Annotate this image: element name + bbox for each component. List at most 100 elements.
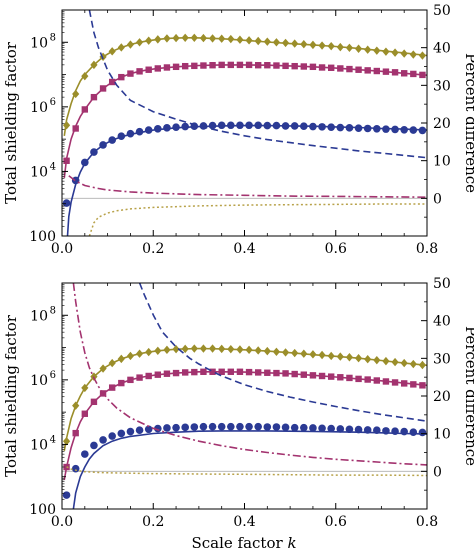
- bottom-series-4-point: [254, 422, 262, 431]
- bottom-right-axis-title: Percent difference: [462, 326, 474, 466]
- bottom-series-4-point: [144, 425, 153, 434]
- top-series-3-line-solid: [63, 64, 427, 178]
- bottom-left-tick-label: 10: [30, 373, 48, 389]
- bottom-series-4-point: [190, 423, 199, 431]
- top-right-tick-label: 20: [433, 116, 451, 132]
- top-left-tick-label: 10: [30, 35, 48, 51]
- top-series-4-point: [62, 199, 71, 207]
- top-left-tick-label: 10: [30, 164, 48, 180]
- bottom-series-4-point: [99, 436, 107, 444]
- top-right-tick-label: 0: [433, 191, 442, 207]
- bottom-series-4-point: [336, 425, 345, 433]
- bottom-series-4-point: [263, 423, 272, 431]
- bottom-series-4-point: [81, 450, 89, 458]
- bottom-series-4-point: [345, 425, 354, 434]
- bottom-left-tick-label: 10: [30, 308, 48, 324]
- bottom-left-axis-title: Total shielding factor: [2, 314, 20, 477]
- bottom-right-tick-label: 40: [433, 314, 451, 330]
- top-left-tick-exponent: 4: [50, 161, 56, 172]
- bottom-series-4-point: [327, 424, 335, 433]
- bottom-left-tick-exponent: 8: [50, 305, 56, 316]
- bottom-right-tick-label: 20: [433, 389, 451, 405]
- bottom-series-4-point: [108, 432, 116, 440]
- top-series-5-line-solid: [66, 124, 427, 236]
- bottom-series-4-point: [62, 491, 71, 499]
- top-series-6-line-dashed: [88, 10, 427, 159]
- bottom-right-tick-label: 0: [433, 464, 442, 480]
- bottom-x-tick-label: 0.0: [51, 514, 73, 530]
- bottom-series-4-point: [281, 423, 290, 432]
- bottom-x-tick-label: 0.4: [233, 514, 255, 530]
- bottom-series-4-point: [217, 422, 226, 431]
- x-axis-title-main: Scale factor: [191, 534, 287, 552]
- top-x-tick-label: 0.8: [416, 241, 438, 257]
- top-right-tick-label: 50: [433, 3, 451, 19]
- bottom-series-layer: [62, 283, 427, 509]
- bottom-series-4-point: [90, 441, 98, 450]
- bottom-left-tick-label: 10: [30, 437, 48, 453]
- bottom-series-7-line-dashdot: [72, 283, 427, 466]
- top-x-tick-label: 0.4: [233, 241, 255, 257]
- top-right-axis-title: Percent difference: [462, 53, 474, 193]
- top-series-8-line-dotted: [88, 203, 427, 236]
- bottom-series-3-line-solid: [63, 371, 427, 481]
- bottom-series-4-point: [300, 423, 308, 432]
- bottom-x-tick-label: 0.6: [325, 514, 347, 530]
- top-left-tick-label: 100: [29, 229, 56, 245]
- bottom-series-4-point: [199, 422, 208, 431]
- top-right-tick-label: 30: [433, 78, 451, 94]
- bottom-series-5-line-solid: [72, 430, 427, 509]
- top-series-4-point: [154, 125, 162, 133]
- bottom-series-4-point: [117, 429, 126, 438]
- bottom-left-tick-label: 100: [29, 502, 56, 518]
- bottom-x-tick-label: 0.8: [416, 514, 438, 530]
- bottom-series-4-point: [181, 423, 189, 432]
- top-right-tick-label: 40: [433, 41, 451, 57]
- bottom-left-tick-exponent: 4: [50, 434, 56, 445]
- bottom-series-4-point: [409, 428, 418, 436]
- bottom-series-8-line-dotted: [66, 466, 427, 477]
- bottom-series-4-point: [245, 422, 253, 431]
- x-axis-title: Scale factor k: [191, 534, 296, 552]
- bottom-series-4-point: [126, 427, 135, 436]
- top-left-tick-exponent: 6: [50, 97, 56, 108]
- top-series-1-line-solid: [63, 37, 427, 137]
- bottom-series-4-point: [172, 423, 180, 432]
- bottom-series-4-point: [135, 426, 144, 435]
- top-series-0-point: [81, 71, 89, 81]
- bottom-series-4-point: [163, 424, 171, 432]
- bottom-series-4-point: [318, 424, 326, 433]
- top-series-0-point: [72, 89, 80, 99]
- bottom-series-4-point: [290, 423, 299, 432]
- top-left-axis-title: Total shielding factor: [2, 41, 20, 204]
- x-axis-title-variable: k: [287, 534, 296, 552]
- top-right-tick-label: 10: [433, 154, 451, 170]
- top-series-4-point: [163, 124, 171, 132]
- bottom-series-4-point: [309, 424, 317, 432]
- top-plot-frame: [61, 9, 428, 237]
- bottom-left-tick-exponent: 6: [50, 370, 56, 381]
- bottom-series-4-point: [227, 422, 235, 431]
- bottom-series-1-line-solid: [63, 347, 427, 452]
- top-x-tick-label: 0.2: [142, 241, 164, 257]
- bottom-right-tick-label: 30: [433, 351, 451, 367]
- bottom-series-6-line-dashed: [138, 283, 427, 422]
- top-left-tick-exponent: 8: [50, 32, 56, 43]
- top-series-layer: [62, 10, 427, 236]
- bottom-right-tick-label: 10: [433, 427, 451, 443]
- top-x-tick-label: 0.6: [325, 241, 347, 257]
- bottom-series-4-point: [272, 423, 281, 431]
- top-series-7-line-dashdot: [68, 175, 427, 198]
- bottom-series-4-point: [71, 464, 80, 473]
- top-left-tick-label: 10: [30, 100, 48, 116]
- top-x-tick-label: 0.0: [51, 241, 73, 257]
- bottom-right-tick-label: 50: [433, 276, 451, 292]
- bottom-series-4-point: [418, 428, 427, 437]
- bottom-series-4-point: [236, 422, 244, 431]
- bottom-x-tick-label: 0.2: [142, 514, 164, 530]
